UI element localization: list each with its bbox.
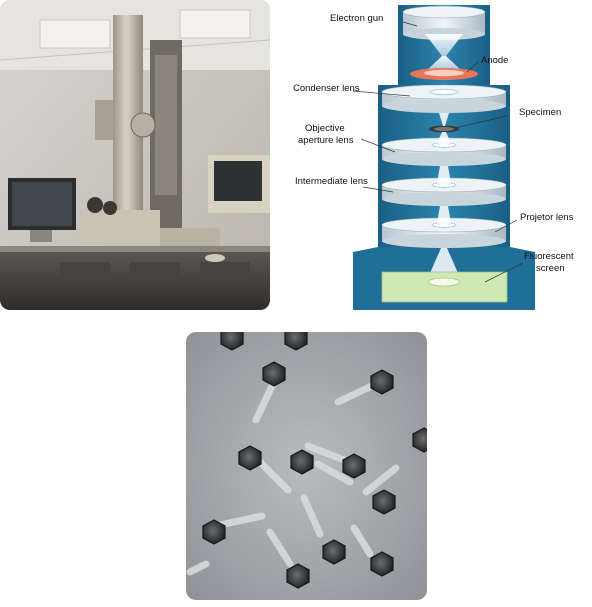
condenser-lens [381, 84, 507, 113]
fluorescent-screen [381, 271, 508, 303]
electron-gun [402, 5, 486, 70]
projector-lens [381, 217, 507, 248]
anode [410, 68, 478, 80]
label-anode: Anode [481, 55, 508, 66]
label-condenser-lens: Condenser lens [293, 83, 360, 94]
label-fluorescent-line2: screen [536, 263, 565, 274]
virus-micrograph [186, 332, 427, 600]
label-intermediate-lens: Intermediate lens [295, 176, 368, 187]
label-electron-gun: Electron gun [330, 13, 383, 24]
intermediate-lens [381, 177, 507, 206]
label-specimen: Specimen [519, 107, 561, 118]
label-projector-lens: Projetor lens [520, 212, 574, 223]
objective-aperture-lens [381, 137, 507, 166]
specimen [429, 125, 459, 133]
tem-column-diagram: Electron gun Anode Condenser lens Specim… [293, 5, 574, 310]
label-objective-line1: Objective [305, 123, 345, 134]
electron-microscope-photo-icon [0, 0, 270, 310]
microscope-photo [0, 0, 270, 310]
virus-micrograph-icon [186, 332, 427, 600]
label-objective-line2: aperture lens [298, 135, 354, 146]
tem-diagram: Electron gun Anode Condenser lens Specim… [285, 0, 592, 312]
label-fluorescent-line1: Fluorescent [524, 251, 574, 262]
